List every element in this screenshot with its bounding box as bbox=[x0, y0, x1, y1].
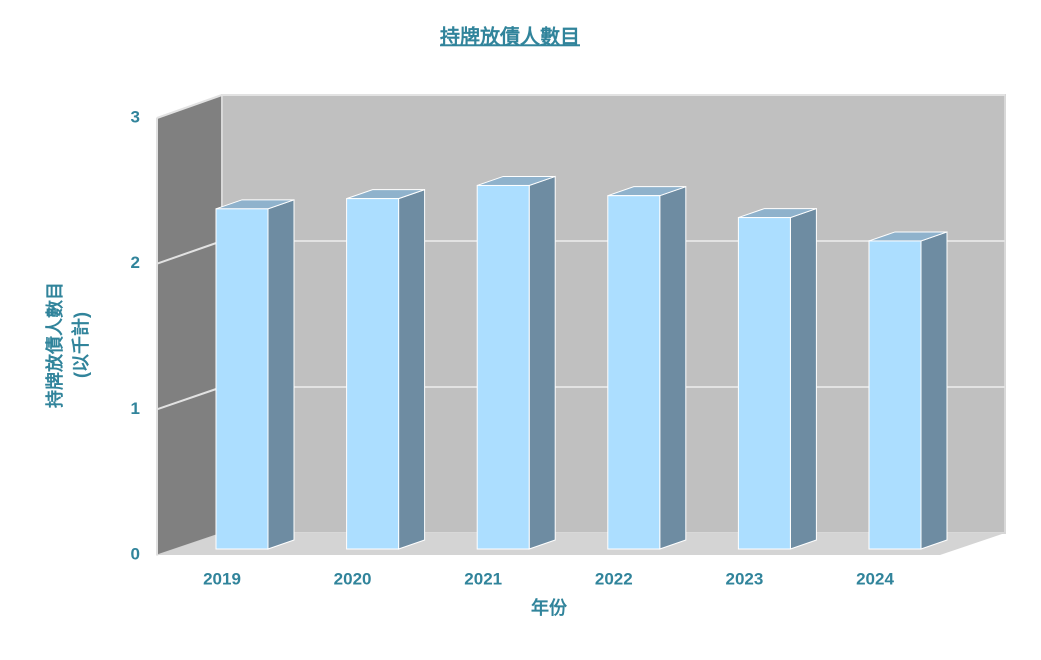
y-tick-label: 0 bbox=[131, 544, 140, 563]
x-tick-label: 2019 bbox=[203, 569, 241, 588]
bar bbox=[346, 198, 400, 550]
y-axis-label: 持牌放債人數目 bbox=[44, 282, 65, 408]
bar-side bbox=[789, 207, 817, 550]
x-tick-label: 2023 bbox=[725, 569, 763, 588]
grid-line bbox=[156, 386, 223, 411]
grid-line bbox=[156, 94, 223, 119]
bar-side bbox=[920, 231, 948, 550]
y-tick-label: 3 bbox=[131, 107, 140, 126]
x-tick-label: 2024 bbox=[856, 569, 894, 588]
grid-line bbox=[156, 240, 223, 265]
y-tick-label: 2 bbox=[131, 253, 140, 272]
bar bbox=[737, 217, 791, 550]
x-tick-label: 2022 bbox=[595, 569, 633, 588]
bar-side bbox=[659, 185, 687, 550]
side-wall bbox=[156, 94, 223, 556]
bar bbox=[868, 240, 922, 550]
x-axis-label: 年份 bbox=[531, 597, 568, 618]
bar bbox=[215, 208, 269, 550]
x-tick-label: 2020 bbox=[334, 569, 372, 588]
bar bbox=[476, 184, 530, 550]
y-axis-label: (以千計) bbox=[70, 312, 91, 378]
y-tick-label: 1 bbox=[131, 399, 140, 418]
x-tick-label: 2021 bbox=[464, 569, 502, 588]
chart-title: 持牌放債人數目 bbox=[440, 24, 580, 48]
bar bbox=[607, 195, 661, 550]
bar-side bbox=[398, 188, 426, 550]
bar-side bbox=[528, 175, 556, 550]
bar-side bbox=[267, 199, 295, 550]
